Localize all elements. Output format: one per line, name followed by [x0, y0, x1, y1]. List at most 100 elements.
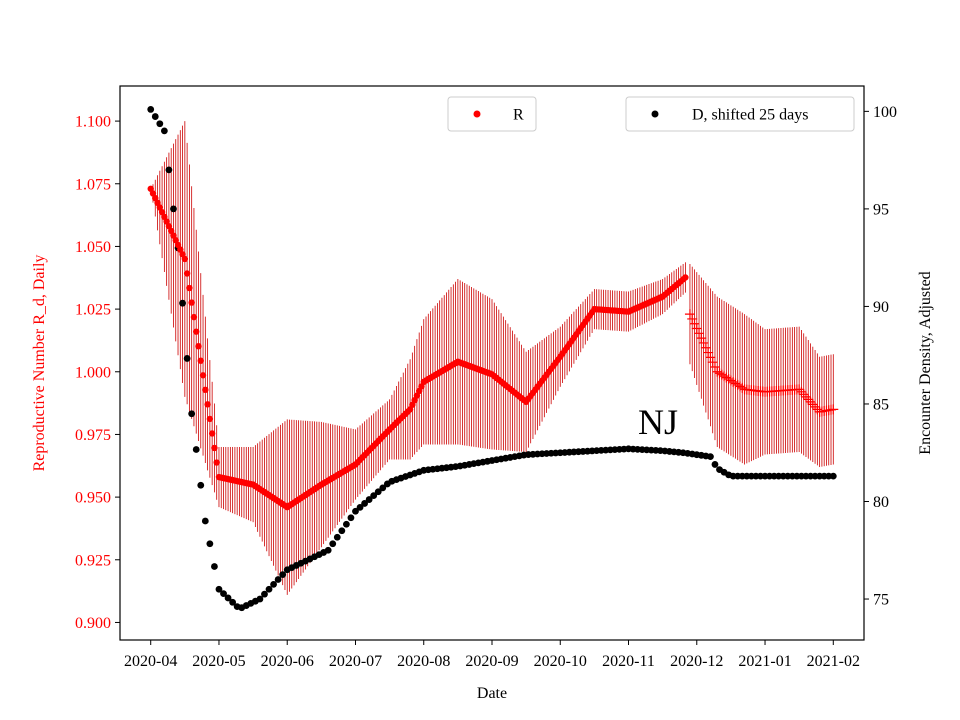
r-point-plus — [709, 361, 720, 372]
r-point — [199, 372, 207, 379]
d-point — [374, 488, 382, 496]
d-point — [279, 571, 287, 579]
d-point — [329, 540, 337, 548]
r-point-plus — [812, 404, 823, 415]
x-tick-label: 2020-12 — [670, 653, 723, 670]
d-point — [188, 410, 196, 418]
r-point — [195, 343, 202, 350]
r-point — [197, 357, 204, 364]
r-point — [213, 459, 220, 466]
series-r-points — [147, 185, 839, 511]
state-annotation: NJ — [638, 402, 678, 442]
r-point-plus — [703, 347, 714, 358]
r-point — [202, 386, 209, 394]
r-point-plus — [794, 384, 805, 395]
d-point — [165, 166, 173, 174]
r-point-plus — [700, 342, 711, 353]
right-y-tick-label: 75 — [873, 592, 889, 609]
r-point — [211, 444, 218, 452]
r-point — [193, 328, 200, 335]
r-point-plus — [691, 323, 702, 334]
r-point-plus — [796, 386, 807, 397]
x-tick-label: 2021-02 — [807, 653, 860, 670]
right-y-axis-label: Encounter Density, Adjusted — [917, 271, 934, 454]
r-point-plus — [705, 352, 716, 363]
d-point — [156, 120, 164, 128]
d-point — [179, 299, 186, 307]
left-y-tick-label: 0.950 — [75, 490, 111, 507]
r-point — [682, 274, 689, 281]
d-point — [333, 533, 341, 541]
right-y-tick-label: 85 — [873, 396, 889, 413]
right-y-tick-label: 90 — [873, 299, 889, 316]
r-point — [181, 255, 189, 263]
d-point — [324, 546, 332, 554]
r-point — [208, 430, 216, 437]
legend-r-label: R — [513, 107, 524, 124]
left-y-axis-label: Reproductive Number R_d, Daily — [31, 255, 48, 472]
right-y-tick-label: 100 — [873, 104, 897, 121]
x-tick-label: 2020-08 — [397, 653, 450, 670]
legend-d: D, shifted 25 days — [625, 96, 855, 132]
r-point-plus — [696, 333, 707, 344]
d-point — [379, 484, 387, 492]
d-point — [707, 453, 714, 461]
d-point — [365, 496, 373, 503]
r-point — [206, 415, 214, 423]
left-y-tick-label: 1.000 — [75, 364, 111, 381]
d-point — [224, 594, 232, 602]
d-point — [265, 585, 273, 593]
error-bars — [152, 121, 834, 595]
d-point — [370, 492, 378, 500]
d-point — [160, 127, 168, 135]
left-y-tick-label: 0.975 — [75, 427, 111, 444]
d-point — [170, 205, 177, 213]
x-tick-label: 2020-05 — [192, 653, 245, 670]
legend-d-marker — [651, 110, 659, 118]
x-tick-label: 2020-04 — [124, 653, 177, 670]
left-y-tick-label: 1.100 — [75, 114, 111, 131]
r-point — [190, 313, 198, 321]
right-y-tick-label: 80 — [873, 494, 889, 511]
d-point — [147, 106, 155, 113]
r-point — [204, 401, 211, 408]
d-point — [274, 576, 282, 583]
left-y-tick-label: 1.050 — [75, 239, 111, 256]
r-point-plus — [810, 401, 821, 412]
d-point — [197, 481, 205, 489]
left-y-tick-label: 1.025 — [75, 302, 111, 319]
x-tick-label: 2020-06 — [261, 653, 314, 670]
d-point — [229, 598, 237, 606]
d-point — [192, 446, 200, 453]
x-axis-ticks: 2020-04 2020-05 2020-06 2020-07 2020-08 2020-… — [124, 640, 860, 670]
legend-r: R — [447, 96, 537, 132]
r-point-plus — [694, 328, 705, 339]
d-point — [256, 595, 264, 603]
x-tick-label: 2020-11 — [602, 653, 655, 670]
r-point — [188, 299, 195, 306]
legend-d-frame — [625, 96, 855, 132]
left-y-tick-label: 0.900 — [75, 615, 111, 632]
left-y-tick-label: 1.075 — [75, 176, 111, 193]
r-point-plus — [805, 396, 816, 407]
r-point-plus — [737, 382, 748, 393]
d-point — [215, 585, 223, 593]
d-point — [220, 590, 227, 598]
d-point — [361, 500, 368, 507]
d-point — [356, 503, 364, 511]
legend-r-frame — [447, 96, 537, 132]
x-tick-label: 2020-07 — [329, 653, 382, 670]
x-tick-label: 2021-01 — [738, 653, 791, 670]
r-point-plus — [807, 399, 818, 410]
r-point-plus — [803, 394, 814, 405]
r-point-plus — [798, 389, 809, 400]
r-point — [183, 270, 191, 277]
d-point — [711, 461, 719, 468]
d-point — [183, 355, 191, 362]
left-y-tick-label: 0.925 — [75, 552, 111, 569]
r-point-plus — [689, 318, 700, 329]
left-y-axis-ticks: 0.900 0.925 0.950 0.975 1.000 1.025 1.050 1.075… — [75, 114, 120, 632]
r-point-plus — [800, 391, 811, 402]
r-point-plus — [687, 313, 698, 324]
